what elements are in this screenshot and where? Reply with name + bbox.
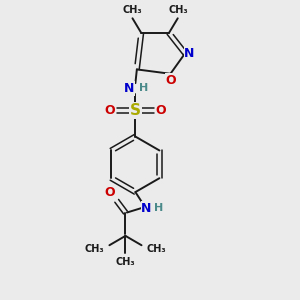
Text: O: O <box>105 104 115 117</box>
Text: N: N <box>124 82 135 95</box>
Text: CH₃: CH₃ <box>85 244 104 254</box>
Text: CH₃: CH₃ <box>147 244 166 254</box>
Text: CH₃: CH₃ <box>122 5 142 15</box>
Text: N: N <box>184 47 195 60</box>
Text: O: O <box>105 187 115 200</box>
Text: O: O <box>155 104 166 117</box>
Text: H: H <box>139 83 148 93</box>
Text: N: N <box>141 202 152 214</box>
Text: S: S <box>130 103 141 118</box>
Text: O: O <box>165 74 176 87</box>
Text: CH₃: CH₃ <box>169 5 188 15</box>
Text: H: H <box>154 203 164 213</box>
Text: CH₃: CH₃ <box>116 257 135 267</box>
